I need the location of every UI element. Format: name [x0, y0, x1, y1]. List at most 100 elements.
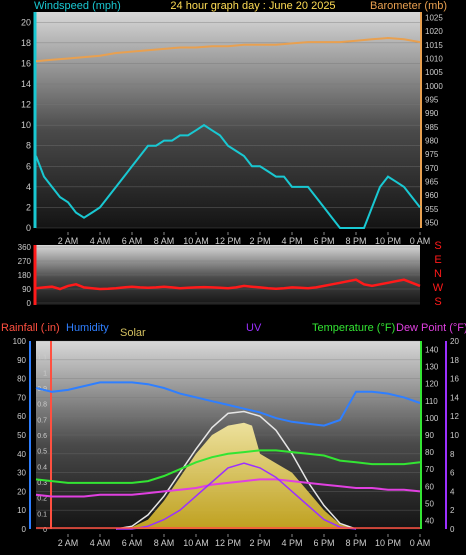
compass-label: S: [434, 240, 441, 252]
windspeed-tick-label: 16: [21, 58, 31, 68]
x-tick-label: 8 PM: [345, 236, 366, 246]
x-tick-label: 6 PM: [313, 538, 334, 548]
windspeed-tick-label: 0: [26, 223, 31, 233]
rainfall-tick-label: 1.1: [37, 355, 47, 362]
windspeed-tick-label: 10: [21, 120, 31, 130]
x-tick-label: 4 PM: [281, 236, 302, 246]
uv-tick-label: 2: [450, 506, 455, 515]
compass-label: N: [434, 268, 442, 280]
compass-label: E: [434, 254, 441, 266]
chart-title: 24 hour graph day : June 20 2025: [170, 0, 335, 12]
windspeed-plot-area: [36, 12, 420, 228]
uv-tick-label: 16: [450, 375, 459, 384]
barometer-tick-label: 960: [425, 191, 439, 200]
barometer-tick-label: 1005: [425, 68, 443, 77]
x-tick-label: 6 AM: [122, 236, 143, 246]
temperature-series: [35, 381, 421, 530]
temperature-tick-label: 70: [425, 465, 434, 474]
rainfall-tick-label: 0.1: [37, 511, 47, 518]
barometer-line: [35, 36, 421, 63]
x-tick-label: 6 AM: [122, 538, 143, 548]
humidity-tick-label: 0: [22, 525, 27, 534]
barometer-tick-label: 985: [425, 123, 439, 132]
barometer-axis-title: Barometer (mb): [370, 0, 447, 12]
uv-tick-label: 4: [450, 487, 455, 496]
legend-dew-point: Dew Point (°F): [396, 322, 466, 334]
windspeed-tick-label: 20: [21, 17, 31, 27]
uv-tick-label: 14: [450, 393, 459, 402]
rainfall-tick-label: 0: [43, 527, 47, 534]
humidity-tick-label: 40: [17, 450, 26, 459]
wind-direction-tick-label: 90: [22, 285, 31, 294]
rainfall-tick-label: 0.5: [37, 449, 47, 456]
legend-humidity: Humidity: [66, 322, 109, 334]
rainfall-tick-label: 1: [43, 370, 47, 377]
compass-label: S: [434, 296, 441, 308]
windspeed-tick-label: 14: [21, 79, 31, 89]
x-tick-label: 2 AM: [58, 538, 79, 548]
legend-solar: Solar: [120, 327, 146, 339]
uv-tick-label: 6: [450, 469, 455, 478]
humidity-tick-label: 80: [17, 375, 26, 384]
barometer-tick-label: 950: [425, 219, 439, 228]
barometer-tick-label: 1025: [425, 13, 443, 22]
uv-tick-label: 0: [450, 525, 455, 534]
windspeed-axis-ticks: 0 2 4 6 8 10 12 14 16 18 20 950 955 960 965 970 975 980 98…: [21, 12, 443, 233]
temperature-line: [35, 449, 421, 484]
solar-clear-sky-line: [115, 410, 357, 530]
x-tick-label: 10 PM: [375, 236, 401, 246]
humidity-tick-label: 90: [17, 356, 26, 365]
solar-area: [116, 422, 356, 529]
windspeed-x-ticks: 2 AM 4 AM 6 AM 8 AM 10 AM 12 PM 2 PM 4 PM 6 PM 8 …: [58, 232, 431, 246]
x-tick-label: 8 PM: [345, 538, 366, 548]
x-tick-label: 0 AM: [410, 538, 431, 548]
x-tick-label: 8 AM: [154, 236, 175, 246]
uv-line: [116, 462, 357, 530]
x-tick-label: 0 AM: [410, 236, 431, 246]
x-tick-label: 10 AM: [183, 538, 209, 548]
temperature-tick-label: 80: [425, 448, 434, 457]
uv-tick-label: 8: [450, 450, 455, 459]
x-tick-label: 10 PM: [375, 538, 401, 548]
x-tick-label: 12 PM: [215, 538, 241, 548]
x-tick-label: 2 PM: [249, 538, 270, 548]
windspeed-tick-label: 8: [26, 141, 31, 151]
humidity-tick-label: 50: [17, 431, 26, 440]
humidity-tick-label: 30: [17, 469, 26, 478]
humidity-tick-label: 20: [17, 487, 26, 496]
temperature-tick-label: 60: [425, 482, 434, 491]
rainfall-tick-label: 0.3: [37, 480, 47, 487]
humidity-tick-label: 70: [17, 393, 26, 402]
x-tick-label: 2 AM: [58, 236, 79, 246]
wind-direction-tick-label: 270: [18, 257, 32, 266]
windspeed-tick-label: 18: [21, 38, 31, 48]
wind-direction-series: [35, 278, 421, 291]
temperature-x-ticks: 2 AM 4 AM 6 AM 8 AM 10 AM 12 PM 2 PM 4 PM 6 PM 8 …: [58, 534, 431, 548]
barometer-tick-label: 965: [425, 178, 439, 187]
windspeed-tick-label: 12: [21, 100, 31, 110]
x-tick-label: 4 AM: [90, 236, 111, 246]
x-tick-label: 2 PM: [249, 236, 270, 246]
windspeed-series: [35, 36, 421, 229]
x-tick-label: 8 AM: [154, 538, 175, 548]
rainfall-tick-label: 0.8: [37, 402, 47, 409]
x-tick-label: 4 AM: [90, 538, 111, 548]
dew-point-line: [35, 478, 421, 498]
uv-tick-label: 18: [450, 356, 459, 365]
barometer-tick-label: 1020: [425, 27, 443, 36]
compass-label: W: [433, 282, 444, 294]
barometer-tick-label: 1000: [425, 82, 443, 91]
windspeed-grid: [36, 21, 420, 229]
barometer-tick-label: 995: [425, 95, 439, 104]
legend-temperature: Temperature (°F): [312, 322, 395, 334]
x-tick-label: 10 AM: [183, 236, 209, 246]
wind-direction-tick-label: 0: [27, 299, 32, 308]
humidity-tick-label: 100: [13, 337, 27, 346]
humidity-tick-label: 60: [17, 412, 26, 421]
barometer-tick-label: 1015: [425, 41, 443, 50]
windspeed-tick-label: 2: [26, 202, 31, 212]
temperature-tick-label: 110: [425, 397, 438, 406]
barometer-tick-label: 955: [425, 205, 439, 214]
